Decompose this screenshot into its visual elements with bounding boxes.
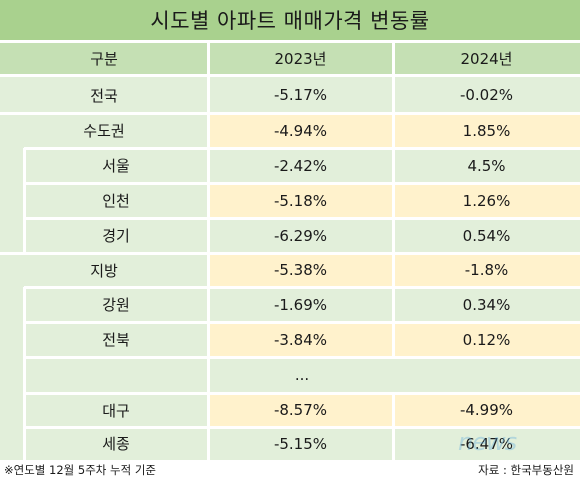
row-2024: 1.85% — [393, 113, 580, 148]
row-name: 지방 — [0, 253, 208, 287]
row-2023: -4.94% — [208, 113, 393, 148]
grid-line — [23, 148, 26, 253]
table-row: 경기 -6.29% 0.54% — [0, 218, 580, 253]
grid-line — [24, 426, 580, 429]
grid-line — [0, 112, 580, 115]
table-row: 전국 -5.17% -0.02% — [0, 77, 580, 113]
table-row: 수도권 -4.94% 1.85% — [0, 113, 580, 148]
grid-line — [24, 182, 580, 185]
row-2024: -6.47% — [393, 427, 580, 460]
row-2023: -6.29% — [208, 218, 393, 253]
source-note: 자료 : 한국부동산원 — [478, 463, 574, 477]
row-name: 대구 — [24, 393, 208, 427]
row-2024: 0.54% — [393, 218, 580, 253]
indent-cell — [0, 287, 24, 460]
grid-line — [23, 287, 26, 460]
table-header: 구분 2023년 2024년 — [0, 43, 580, 74]
grid-line — [24, 392, 580, 395]
grid-line — [0, 74, 580, 77]
row-2023: -2.42% — [208, 148, 393, 183]
table-row: 세종 -5.15% -6.47% — [0, 427, 580, 460]
header-region: 구분 — [90, 50, 118, 68]
table-row: 전북 -3.84% 0.12% — [0, 322, 580, 357]
row-2023: -5.38% — [208, 253, 393, 287]
row-2024: 1.26% — [393, 183, 580, 218]
header-2023: 2023년 — [274, 50, 327, 68]
row-2024: 0.12% — [393, 322, 580, 357]
row-name: 전국 — [0, 77, 208, 113]
group-indent — [0, 287, 580, 460]
row-2023: -5.15% — [208, 427, 393, 460]
group-indent — [0, 148, 580, 253]
ellipsis-cell: ... — [24, 357, 580, 393]
row-name: 인천 — [24, 183, 208, 218]
table-row: 대구 -8.57% -4.99% — [0, 393, 580, 427]
table-row: 지방 -5.38% -1.8% — [0, 253, 580, 287]
row-2024: -1.8% — [393, 253, 580, 287]
row-2024: -0.02% — [393, 77, 580, 113]
row-2023: -5.17% — [208, 77, 393, 113]
row-name: 경기 — [24, 218, 208, 253]
grid-line — [24, 321, 580, 324]
row-name: 세종 — [24, 427, 208, 460]
row-2024: -4.99% — [393, 393, 580, 427]
table-row: 서울 -2.42% 4.5% — [0, 148, 580, 183]
header-2024: 2024년 — [460, 50, 513, 68]
row-name: 전북 — [24, 322, 208, 357]
row-2023: -8.57% — [208, 393, 393, 427]
grid-line — [24, 147, 580, 150]
grid-line — [207, 43, 210, 460]
table-row-ellipsis: ... — [0, 357, 580, 393]
table-row: 강원 -1.69% 0.34% — [0, 287, 580, 322]
indent-cell — [0, 148, 24, 253]
grid-line — [392, 43, 395, 357]
row-2023: -1.69% — [208, 287, 393, 322]
row-2024: 0.34% — [393, 287, 580, 322]
table-row: 인천 -5.18% 1.26% — [0, 183, 580, 218]
table-title: 시도별 아파트 매매가격 변동률 — [0, 0, 580, 40]
row-name: 강원 — [24, 287, 208, 322]
row-2023: -5.18% — [208, 183, 393, 218]
footnote: ※연도별 12월 5주차 누적 기준 — [4, 463, 157, 477]
watermark-logo: news — [458, 428, 517, 456]
row-name: 서울 — [24, 148, 208, 183]
grid-line — [24, 217, 580, 220]
grid-line — [24, 356, 580, 359]
row-name: 수도권 — [0, 113, 208, 148]
grid-line — [0, 252, 580, 255]
row-2023: -3.84% — [208, 322, 393, 357]
row-2024: 4.5% — [393, 148, 580, 183]
grid-line — [24, 286, 580, 289]
